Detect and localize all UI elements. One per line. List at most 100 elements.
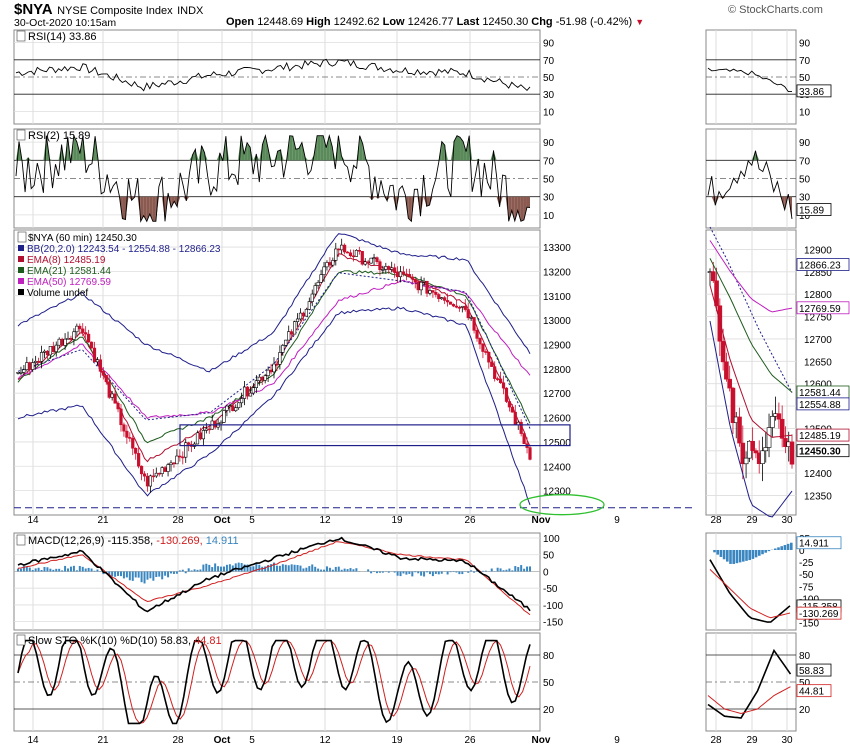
macd-histogram-bar (270, 564, 273, 572)
price-candle (519, 421, 523, 434)
price-zoom-tick-label: 12400 (804, 469, 832, 480)
price-candle (281, 345, 285, 353)
price-candle (419, 281, 423, 291)
macd-zoom-histogram-bar (761, 549, 764, 555)
rsi14-label-icon (16, 30, 26, 42)
rsi2-label-icon (16, 129, 26, 141)
price-candle (157, 472, 161, 475)
macd-histogram-bar (167, 571, 170, 578)
macd-histogram-bar (34, 568, 37, 572)
macd-histogram-bar (155, 571, 158, 577)
rsi2-overbought-fill (73, 135, 77, 161)
rsi14-overbought-fill (326, 59, 330, 60)
macd-zoom-histogram-bar (729, 549, 732, 564)
macd-zoom-histogram-bar (780, 546, 783, 550)
price-candle (301, 312, 306, 317)
macd-histogram-bar (434, 571, 437, 574)
macd-histogram-bar (193, 569, 196, 572)
macd-histogram-bar (49, 568, 52, 572)
price-candle (131, 438, 135, 449)
rsi2-overbought-fill (25, 157, 29, 161)
price-candle (413, 278, 417, 282)
rsi14-tick-label: 50 (543, 73, 555, 84)
macd-histogram-bar (122, 571, 125, 579)
price-candle (404, 273, 409, 276)
macd-tick-label: -100 (543, 601, 563, 612)
macd-histogram-bar (349, 568, 352, 572)
macd-zoom-line (709, 559, 791, 623)
price-tick-label: 12800 (543, 365, 571, 376)
rsi2-oversold-fill (161, 196, 166, 222)
macd-histogram-bar (281, 564, 284, 572)
price-candle (63, 338, 67, 346)
price-last-tag-bb_upper (796, 258, 850, 271)
price-xaxis-label: 21 (97, 515, 109, 526)
macd-histogram-bar (128, 571, 131, 581)
macd-histogram-bar (402, 571, 405, 574)
macd-histogram-bar (78, 565, 81, 572)
high-label: High (306, 16, 331, 28)
macd-histogram-bar (490, 568, 493, 572)
price-candle (240, 398, 244, 404)
price-zoom-candle (763, 447, 769, 452)
price-candle (501, 382, 506, 389)
price-last-tag-ema50 (796, 301, 850, 315)
macd-tick-label: -150 (543, 618, 563, 629)
macd-histogram-bar (164, 571, 167, 576)
sto-tick-label: 80 (543, 651, 555, 662)
price-xaxis-label: Nov (532, 515, 551, 526)
rsi2-overbought-fill (457, 135, 461, 161)
price-zoom-candle (789, 441, 795, 465)
sto-zoom-tick-label: 80 (799, 651, 811, 662)
macd-zoom-histogram-bar (719, 549, 723, 557)
price-xaxis-label: 9 (614, 515, 620, 526)
bottom-xaxis-label: 5 (249, 735, 255, 746)
watermark: © StockCharts.com (728, 4, 823, 16)
macd-histogram-bar (267, 565, 270, 572)
macd-histogram-bar (146, 571, 149, 580)
macd-histogram-bar (278, 565, 281, 572)
macd-zoom-histogram-bar (726, 549, 729, 562)
price-tick-label: 13200 (543, 267, 571, 278)
chg-label: Chg (531, 16, 553, 28)
price-candle (87, 333, 91, 343)
price-candle (266, 369, 270, 377)
price-candle (348, 252, 353, 257)
macd-histogram-bar (505, 569, 508, 572)
price-candle (154, 472, 158, 477)
rsi2-overbought-fill (326, 135, 330, 161)
macd-histogram-bar (61, 570, 64, 572)
rsi2-overbought-fill (332, 146, 336, 161)
rsi14-tick-label: 10 (543, 107, 555, 118)
price-candle (437, 294, 441, 300)
price-zoom-candle (743, 457, 749, 465)
price-candle (292, 321, 297, 335)
price-candle (513, 411, 517, 426)
price-candle (431, 290, 435, 293)
rsi14-last-tag (796, 84, 832, 98)
rsi2-oversold-fill (426, 196, 430, 207)
sto-zoom-d-line (707, 686, 791, 715)
macd-histogram-bar (125, 571, 128, 578)
price-candle (151, 475, 155, 478)
macd-label-part: MACD(12,26,9) -115.358, (28, 535, 156, 547)
bottom-zoom-xaxis-label: 28 (710, 735, 722, 746)
price-candle (422, 280, 426, 283)
macd-histogram-bar (246, 564, 249, 572)
price-candle (528, 447, 532, 460)
price-candle (45, 350, 50, 356)
price-candle (334, 248, 338, 261)
rsi2-overbought-fill (323, 135, 327, 161)
price-candle (490, 361, 494, 367)
macd-histogram-bar (249, 566, 252, 572)
price-candle (92, 347, 97, 363)
macd-histogram-bar (302, 568, 305, 572)
macd-histogram-bar (455, 571, 458, 573)
macd-histogram-bar (511, 570, 514, 572)
rsi2-overbought-fill (247, 142, 251, 161)
macd-histogram-bar (481, 570, 484, 572)
price-candle (204, 428, 208, 431)
price-candle (48, 346, 52, 356)
macd-histogram-bar (340, 569, 343, 572)
sto-last-tag-label-k: 58.83 (799, 666, 824, 677)
